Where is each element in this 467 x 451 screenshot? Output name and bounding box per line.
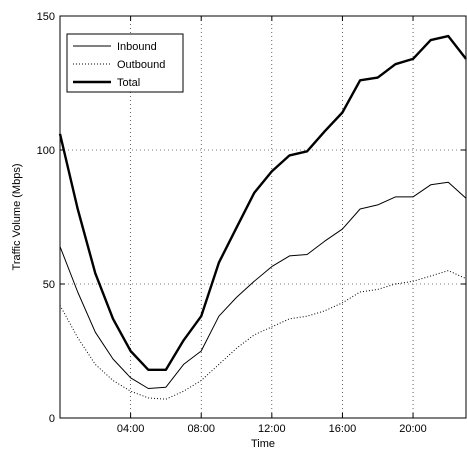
- legend-outbound-label: Outbound: [117, 59, 165, 71]
- legend-total-label: Total: [117, 77, 140, 89]
- y-tick-label: 50: [43, 279, 55, 291]
- grid-lines: [60, 16, 466, 418]
- series-line-total: [58, 34, 467, 371]
- x-tick-label: 16:00: [329, 423, 357, 435]
- legend-inbound-label: Inbound: [117, 41, 157, 53]
- series-lines: [58, 34, 467, 400]
- series-line-inbound: [59, 181, 467, 389]
- x-tick-label: 12:00: [258, 423, 286, 435]
- axis-ticks: 04:00 08:00 12:00 16:00 20:00 0 50 100 150: [37, 11, 466, 435]
- y-tick-label: 0: [49, 413, 55, 425]
- y-axis-title: Traffic Volume (Mbps): [11, 164, 23, 271]
- y-tick-label: 150: [37, 11, 55, 23]
- legend: Inbound Outbound Total: [66, 33, 184, 93]
- x-tick-label: 04:00: [117, 423, 145, 435]
- series-line-outbound: [59, 270, 467, 400]
- x-tick-label: 20:00: [399, 423, 427, 435]
- y-tick-label: 100: [37, 145, 55, 157]
- plot-frame: [59, 15, 467, 419]
- x-axis-title: Time: [251, 438, 275, 450]
- x-tick-label: 08:00: [187, 423, 215, 435]
